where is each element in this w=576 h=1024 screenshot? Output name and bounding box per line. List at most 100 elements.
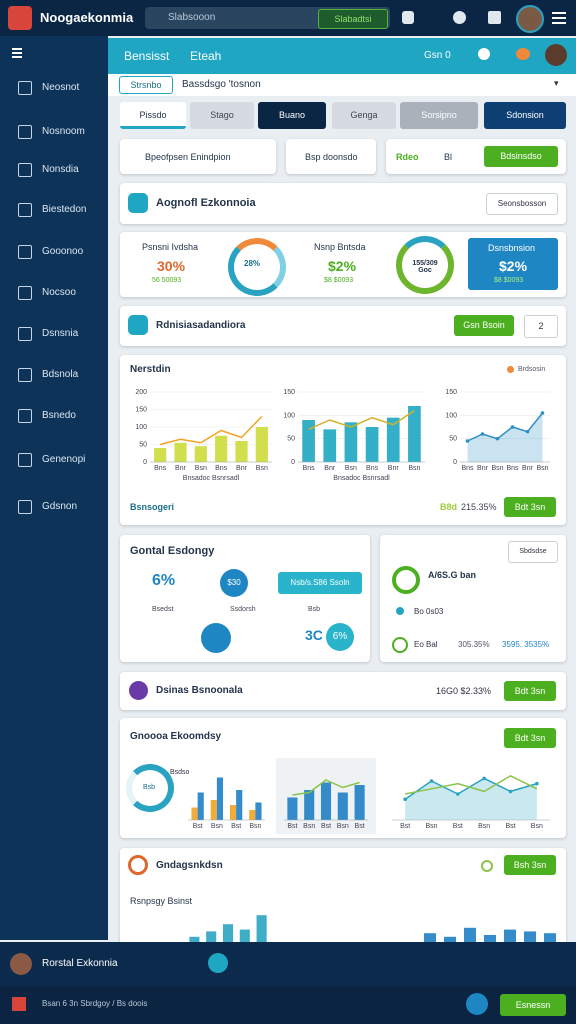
legend-label: Brdsosin bbox=[518, 366, 546, 373]
summary-row-label: Eo Bal bbox=[414, 640, 438, 649]
energy-title: Gontal Esdongy bbox=[130, 545, 215, 557]
icon[interactable] bbox=[516, 48, 530, 60]
search-button[interactable]: Slabadtsi bbox=[318, 9, 388, 29]
avatar[interactable] bbox=[545, 44, 567, 66]
sidebar-item[interactable]: Dsnsnia bbox=[0, 319, 108, 349]
sidebar-item[interactable]: Neosnot bbox=[0, 73, 108, 103]
header-title: Bensisst bbox=[124, 49, 170, 63]
menu-icon[interactable] bbox=[552, 12, 566, 14]
icon[interactable] bbox=[488, 11, 501, 24]
icon bbox=[12, 997, 26, 1011]
kpi-sub: $8 $0093 bbox=[324, 277, 354, 284]
filter-value[interactable]: Bassdsgo 'tosnon bbox=[182, 79, 261, 90]
icon[interactable] bbox=[402, 11, 414, 24]
sidebar-icon bbox=[18, 286, 32, 300]
kpi-label: Psnsni Ivdsha bbox=[142, 242, 199, 252]
sidebar-item[interactable]: Nocsoo bbox=[0, 278, 108, 308]
tab[interactable]: Sdonsion bbox=[484, 102, 566, 129]
kpi-ring bbox=[396, 236, 454, 294]
sidebar-icon bbox=[18, 453, 32, 467]
sidebar-item[interactable]: Genenopi bbox=[0, 445, 108, 475]
filter-card[interactable] bbox=[286, 139, 376, 174]
search-card[interactable] bbox=[120, 139, 276, 174]
icon bbox=[128, 193, 148, 213]
data-row-value: 16G0 $2.33% bbox=[436, 686, 492, 696]
energy-label: Ssdorsh bbox=[230, 606, 256, 613]
sidebar-item[interactable]: Bsnedo bbox=[0, 401, 108, 431]
search-placeholder: Slabsooon bbox=[168, 12, 216, 23]
tab[interactable]: Genga bbox=[332, 102, 396, 129]
app-title: Noogaekonmia bbox=[40, 10, 134, 25]
kpi-highlight bbox=[468, 238, 558, 290]
avatar[interactable] bbox=[516, 5, 544, 33]
toolbar-count: Bl bbox=[444, 152, 453, 162]
trends-button[interactable]: Bdt 3sn bbox=[504, 497, 556, 517]
trends-footer-tag: B8d bbox=[440, 502, 458, 512]
overview-select[interactable]: Seonsbosson bbox=[486, 193, 558, 215]
sidebar-label: Nonsdia bbox=[42, 164, 79, 175]
trends-footer-label: Bsnsogeri bbox=[130, 502, 175, 512]
sidebar-label: Nocsoo bbox=[42, 287, 76, 298]
tab[interactable]: Pissdo bbox=[120, 102, 186, 129]
header-status: Gsn 0 bbox=[424, 50, 451, 61]
sidebar-icon bbox=[18, 327, 32, 341]
kpi-sub: $8 $0093 bbox=[494, 277, 524, 284]
kpi-label: Nsnp Bntsda bbox=[314, 242, 366, 252]
data-row-button[interactable]: Bdt 3sn bbox=[504, 681, 556, 701]
energy-pill[interactable]: Nsb/s.S86 Ssoln bbox=[278, 572, 362, 594]
sidebar-icon bbox=[18, 81, 32, 95]
kpi-value: 30% bbox=[157, 258, 186, 274]
sidebar-icon bbox=[18, 125, 32, 139]
summary-button[interactable]: Sbdsdse bbox=[508, 541, 558, 563]
overview-header bbox=[120, 183, 566, 224]
sidebar-toggle[interactable] bbox=[12, 48, 22, 50]
tab[interactable]: Buano bbox=[258, 102, 326, 129]
icon bbox=[128, 315, 148, 335]
summary-row-value: 305.35% bbox=[458, 640, 490, 649]
dropdown-caret[interactable]: ▾ bbox=[554, 78, 559, 88]
kpi-ring bbox=[228, 238, 286, 296]
economy-title: Gnoooa Ekoomdsy bbox=[130, 731, 222, 742]
icon bbox=[128, 855, 148, 875]
sidebar-icon bbox=[18, 409, 32, 423]
chart-panel bbox=[276, 758, 376, 834]
toolbar-button[interactable]: Bdsinsdso bbox=[484, 146, 558, 167]
sidebar-item[interactable]: Gdsnon bbox=[0, 492, 108, 522]
actions-button[interactable]: Gsn Bsoin bbox=[454, 315, 514, 336]
avatar bbox=[10, 953, 32, 975]
icon[interactable] bbox=[453, 11, 466, 24]
sidebar-icon bbox=[18, 368, 32, 382]
icon[interactable] bbox=[478, 48, 490, 60]
kpi-label: Dsnsbnsion bbox=[488, 243, 536, 253]
energy-stat: 6% bbox=[152, 572, 176, 589]
sidebar-item[interactable]: Nosnoom bbox=[0, 117, 108, 147]
tab[interactable]: Sorsipno bbox=[400, 102, 478, 129]
sidebar-label: Dsnsnia bbox=[42, 328, 79, 339]
filter-chip[interactable]: Strsnbo bbox=[119, 76, 173, 94]
energy-icon bbox=[201, 623, 231, 653]
sidebar-item[interactable]: Gooonoo bbox=[0, 237, 108, 267]
donut-label: Bsdso bbox=[170, 769, 190, 776]
economy-donut bbox=[126, 764, 174, 812]
sidebar-item[interactable]: Biestedon bbox=[0, 195, 108, 225]
icon[interactable] bbox=[208, 953, 228, 973]
sidebar-icon bbox=[18, 500, 32, 514]
footer-button[interactable]: Esnessn bbox=[500, 994, 566, 1016]
page-select[interactable]: 2 bbox=[524, 315, 558, 338]
trends-card bbox=[120, 355, 566, 525]
sidebar-icon bbox=[18, 203, 32, 217]
energy-label: Bsedst bbox=[152, 606, 174, 613]
energy-ring: 6% bbox=[326, 623, 354, 651]
icon bbox=[129, 681, 148, 700]
sidebar-item[interactable]: Bdsnola bbox=[0, 360, 108, 390]
filter-bar bbox=[108, 74, 576, 96]
trends-footer-value: 215.35% bbox=[461, 502, 497, 512]
sidebar-label: Gdsnon bbox=[42, 501, 78, 512]
graphs-button[interactable]: Bsh 3sn bbox=[504, 855, 556, 875]
icon[interactable] bbox=[466, 993, 488, 1015]
economy-button[interactable]: Bdt 3sn bbox=[504, 728, 556, 748]
tab[interactable]: Stago bbox=[190, 102, 254, 129]
kpi-value: $2% bbox=[328, 258, 357, 274]
sidebar-item[interactable]: Nonsdia bbox=[0, 155, 108, 185]
